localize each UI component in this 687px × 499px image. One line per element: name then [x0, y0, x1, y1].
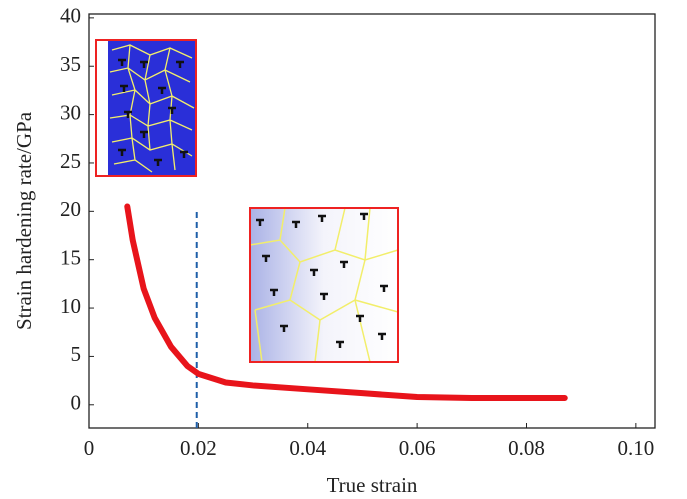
y-tick-label: 30 [60, 100, 81, 124]
x-tick-label: 0.02 [180, 436, 217, 460]
y-tick-label: 15 [60, 246, 81, 270]
y-tick-label: 0 [71, 391, 82, 415]
x-tick-label: 0.06 [399, 436, 436, 460]
x-tick-label: 0.08 [508, 436, 545, 460]
data-line [124, 203, 568, 402]
y-tick-label: 20 [60, 197, 81, 221]
y-axis-label: Strain hardening rate/GPa [12, 111, 36, 330]
x-tick-label: 0.04 [289, 436, 326, 460]
y-tick-label: 25 [60, 149, 81, 173]
y-tick-label: 5 [71, 342, 82, 366]
inset-coarse-grains [249, 207, 399, 363]
y-tick-label: 35 [60, 52, 81, 76]
inset-fine-grains [95, 39, 197, 177]
plot-frame [88, 13, 656, 429]
y-tick-label: 40 [60, 4, 81, 28]
x-tick-label: 0 [84, 436, 95, 460]
y-tick-label: 10 [60, 294, 81, 318]
x-axis-label: True strain [327, 473, 418, 497]
x-tick-label: 0.10 [617, 436, 654, 460]
